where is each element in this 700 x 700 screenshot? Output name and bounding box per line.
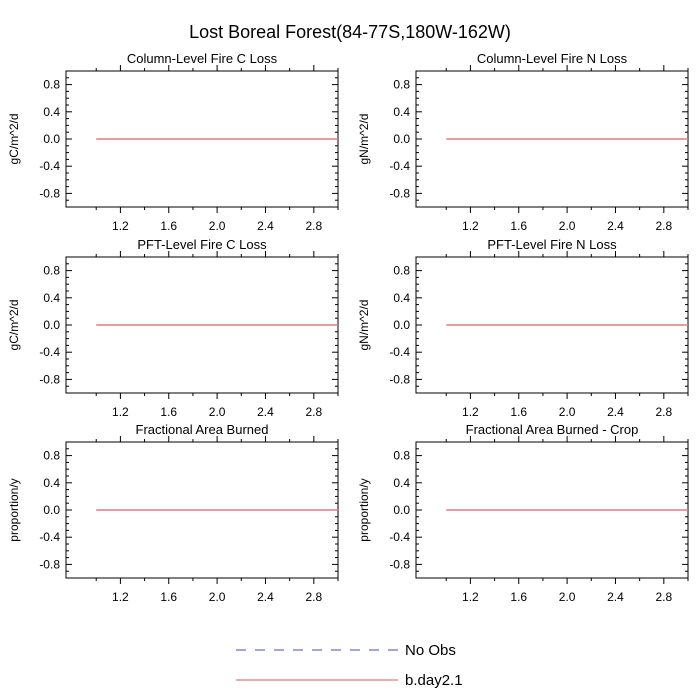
y-tick-label: -0.4 (389, 530, 410, 544)
y-tick-label: 0.0 (393, 318, 410, 332)
x-tick-label: 1.6 (160, 219, 177, 233)
panel-title: Column-Level Fire C Loss (127, 51, 278, 66)
x-tick-label: 2.0 (209, 590, 226, 604)
x-tick-label: 1.2 (462, 219, 479, 233)
x-tick-label: 1.2 (112, 219, 129, 233)
y-axis-label: gC/m^2/d (7, 300, 21, 351)
x-tick-label: 2.4 (607, 590, 624, 604)
y-tick-label: 0.0 (43, 503, 60, 517)
x-tick-label: 1.6 (510, 219, 527, 233)
y-tick-label: 0.0 (393, 132, 410, 146)
panels: Column-Level Fire C Loss gC/m^2/d 0.8 0.4 0.… (7, 51, 689, 604)
y-tick-label: -0.4 (389, 159, 410, 173)
legend-label-1: No Obs (405, 642, 456, 659)
y-tick-label: -0.8 (39, 186, 60, 200)
panel-title: Fractional Area Burned (136, 422, 269, 437)
y-tick-label: 0.4 (393, 291, 410, 305)
x-tick-label: 1.2 (112, 405, 129, 419)
y-tick-label: -0.8 (39, 557, 60, 571)
y-axis-label: proportion/y (7, 478, 21, 541)
x-tick-label: 2.4 (607, 405, 624, 419)
y-tick-label: 0.4 (393, 476, 410, 490)
x-tick-label: 1.2 (462, 590, 479, 604)
x-tick-label: 2.4 (257, 590, 274, 604)
x-tick-label: 2.4 (257, 219, 274, 233)
y-tick-label: -0.4 (39, 159, 60, 173)
panel-2: Column-Level Fire N Loss gN/m^2/d 0.8 0.4 0.… (357, 51, 689, 233)
x-tick-label: 2.0 (559, 405, 576, 419)
panel-title: PFT-Level Fire N Loss (487, 237, 617, 252)
x-tick-label: 2.0 (559, 219, 576, 233)
panel-3: PFT-Level Fire C Loss gC/m^2/d 0.8 0.4 0.0 -0… (7, 237, 339, 419)
y-axis-label: gC/m^2/d (7, 114, 21, 165)
y-tick-label: -0.4 (389, 345, 410, 359)
y-tick-label: -0.8 (389, 557, 410, 571)
figure-title: Lost Boreal Forest(84-77S,180W-162W) (189, 22, 511, 42)
x-tick-label: 2.4 (257, 405, 274, 419)
x-tick-label: 1.2 (462, 405, 479, 419)
x-tick-label: 1.6 (510, 405, 527, 419)
y-axis-label: gN/m^2/d (357, 300, 371, 351)
y-tick-label: 0.0 (43, 318, 60, 332)
y-tick-label: 0.8 (43, 78, 60, 92)
y-tick-label: -0.4 (39, 345, 60, 359)
x-tick-label: 2.8 (655, 590, 672, 604)
y-tick-label: 0.0 (393, 503, 410, 517)
x-tick-label: 2.8 (305, 219, 322, 233)
x-tick-label: 1.6 (510, 590, 527, 604)
x-tick-label: 2.8 (305, 405, 322, 419)
y-tick-label: 0.4 (43, 291, 60, 305)
y-tick-label: 0.8 (393, 78, 410, 92)
legend-label-2: b.day2.1 (405, 672, 463, 689)
y-axis-label: gN/m^2/d (357, 114, 371, 165)
panel-4: PFT-Level Fire N Loss gN/m^2/d 0.8 0.4 0.0 -0… (357, 237, 689, 419)
x-tick-label: 2.0 (209, 405, 226, 419)
x-tick-label: 2.8 (655, 405, 672, 419)
y-tick-label: -0.8 (389, 186, 410, 200)
x-tick-label: 2.8 (655, 219, 672, 233)
y-tick-label: 0.8 (393, 449, 410, 463)
panel-6: Fractional Area Burned - Crop proportion/… (357, 422, 689, 604)
x-tick-label: 2.8 (305, 590, 322, 604)
panel-title: Column-Level Fire N Loss (477, 51, 628, 66)
panel-1: Column-Level Fire C Loss gC/m^2/d 0.8 0.4 0.… (7, 51, 339, 233)
panel-5: Fractional Area Burned proportion/y 0.8 0.4… (7, 422, 339, 604)
y-tick-label: -0.8 (39, 372, 60, 386)
y-tick-label: -0.8 (389, 372, 410, 386)
y-tick-label: 0.4 (393, 105, 410, 119)
x-tick-label: 1.6 (160, 590, 177, 604)
x-tick-label: 2.4 (607, 219, 624, 233)
y-tick-label: 0.0 (43, 132, 60, 146)
panel-title: PFT-Level Fire C Loss (137, 237, 267, 252)
x-tick-label: 2.0 (559, 590, 576, 604)
y-tick-label: 0.4 (43, 105, 60, 119)
y-axis-label: proportion/y (357, 478, 371, 541)
panel-title: Fractional Area Burned - Crop (466, 422, 639, 437)
y-tick-label: 0.8 (43, 264, 60, 278)
x-tick-label: 1.6 (160, 405, 177, 419)
y-tick-label: 0.4 (43, 476, 60, 490)
y-tick-label: -0.4 (39, 530, 60, 544)
y-tick-label: 0.8 (43, 449, 60, 463)
x-tick-label: 2.0 (209, 219, 226, 233)
y-tick-label: 0.8 (393, 264, 410, 278)
x-tick-label: 1.2 (112, 590, 129, 604)
legend: No Obs b.day2.1 (236, 642, 463, 689)
